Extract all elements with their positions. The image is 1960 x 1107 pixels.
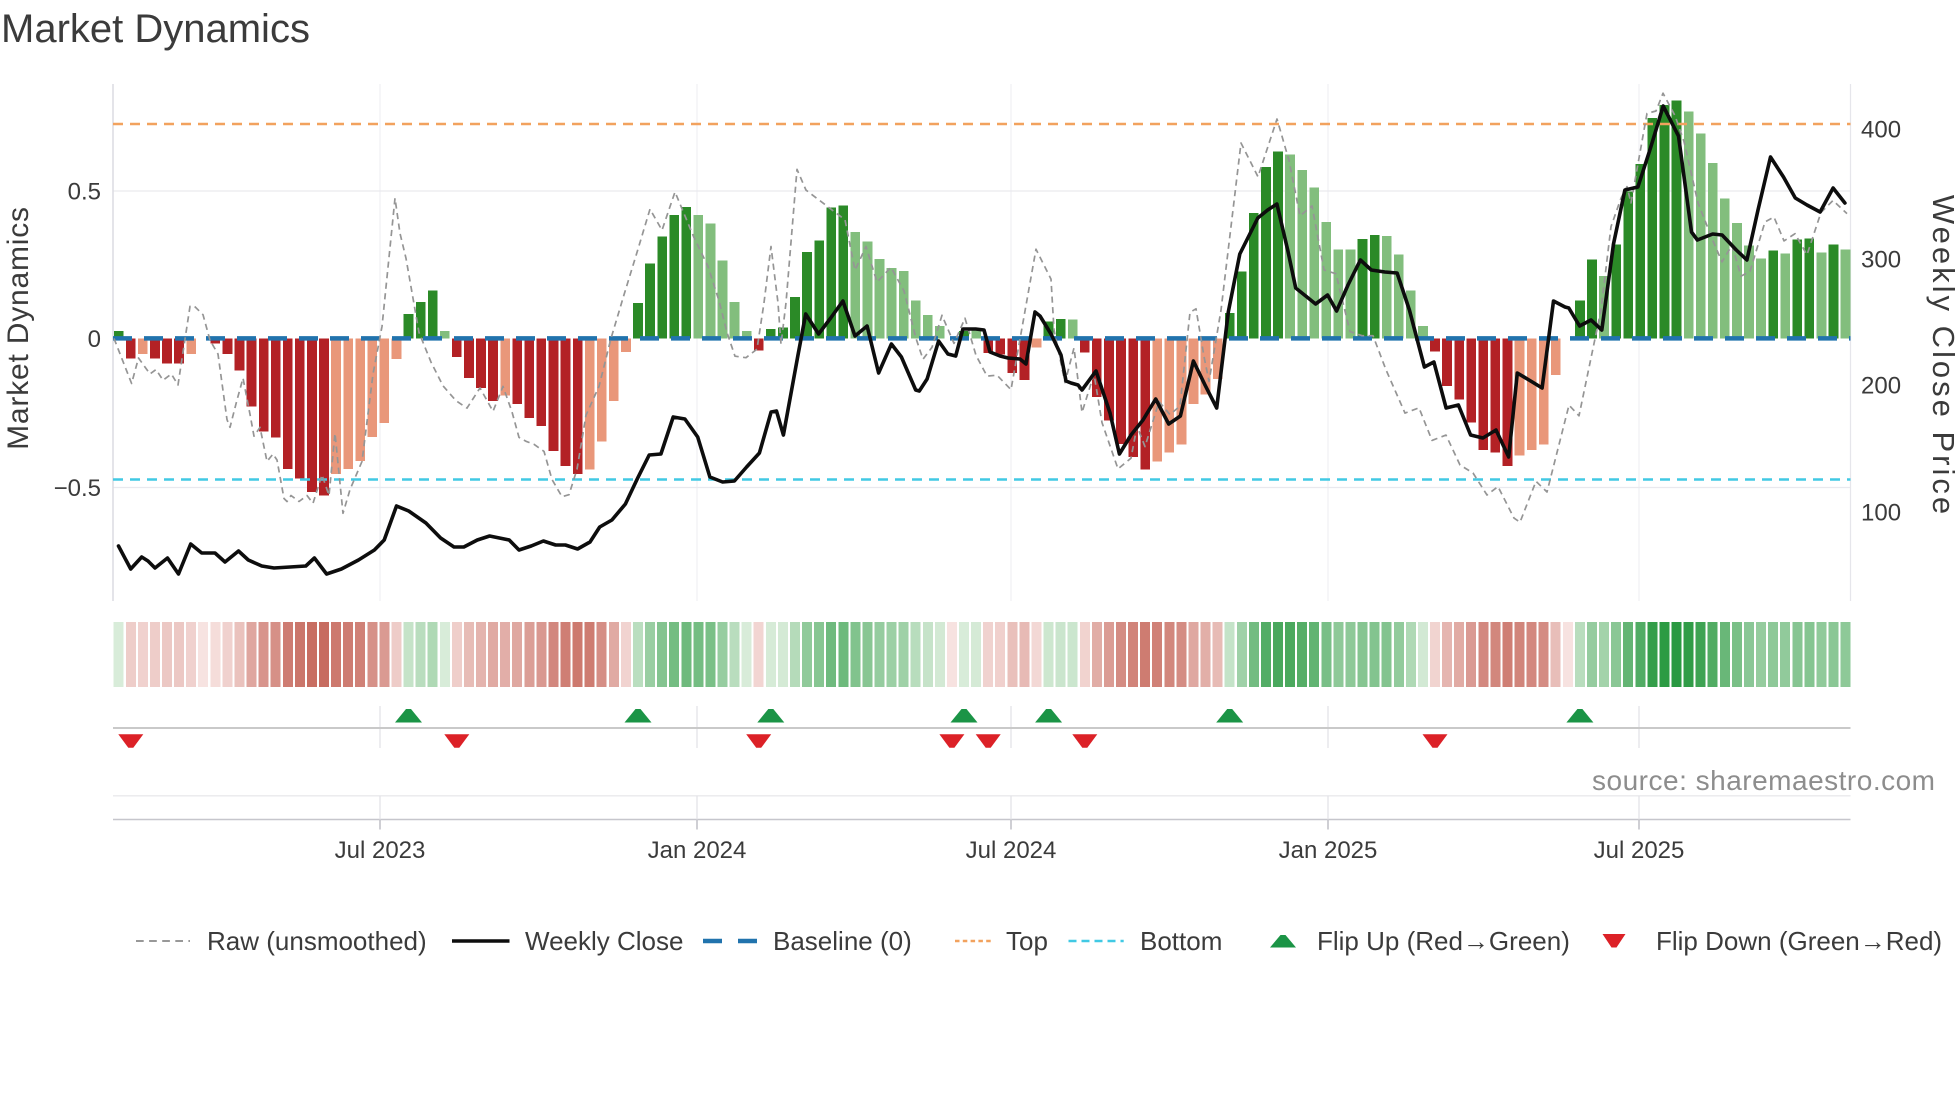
svg-text:Jul 2025: Jul 2025 [1594, 837, 1685, 864]
svg-text:Bottom: Bottom [1140, 926, 1222, 956]
svg-text:Market Dynamics: Market Dynamics [1, 7, 310, 51]
svg-text:Flip Up (Red→Green): Flip Up (Red→Green) [1317, 926, 1570, 956]
svg-text:Raw (unsmoothed): Raw (unsmoothed) [207, 926, 427, 956]
svg-text:Weekly Close: Weekly Close [525, 926, 683, 956]
svg-text:100: 100 [1861, 500, 1901, 527]
svg-text:Jan 2024: Jan 2024 [648, 837, 747, 864]
svg-text:300: 300 [1861, 247, 1901, 274]
svg-text:0.5: 0.5 [68, 179, 101, 206]
svg-text:Top: Top [1006, 926, 1048, 956]
svg-text:Jan 2025: Jan 2025 [1279, 837, 1378, 864]
svg-text:Jul 2024: Jul 2024 [966, 837, 1057, 864]
svg-text:−0.5: −0.5 [54, 475, 101, 502]
svg-text:400: 400 [1861, 117, 1901, 144]
svg-text:Weekly Close Price: Weekly Close Price [1926, 195, 1960, 517]
svg-text:200: 200 [1861, 373, 1901, 400]
svg-text:Market Dynamics: Market Dynamics [2, 206, 35, 450]
svg-text:source: sharemaestro.com: source: sharemaestro.com [1592, 765, 1935, 796]
svg-text:Jul 2023: Jul 2023 [335, 837, 426, 864]
svg-text:Flip Down (Green→Red): Flip Down (Green→Red) [1656, 926, 1942, 956]
svg-text:0: 0 [88, 326, 101, 353]
svg-text:Baseline (0): Baseline (0) [773, 926, 912, 956]
